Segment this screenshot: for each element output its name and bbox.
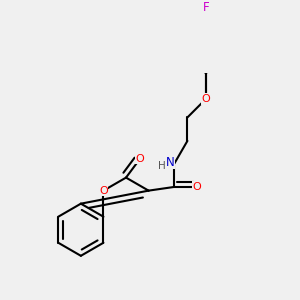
Text: O: O — [202, 94, 210, 104]
Text: O: O — [136, 154, 144, 164]
Text: H: H — [158, 161, 166, 171]
Text: N: N — [166, 156, 174, 169]
Text: O: O — [99, 186, 108, 196]
Text: F: F — [202, 1, 209, 14]
Text: O: O — [192, 182, 201, 192]
